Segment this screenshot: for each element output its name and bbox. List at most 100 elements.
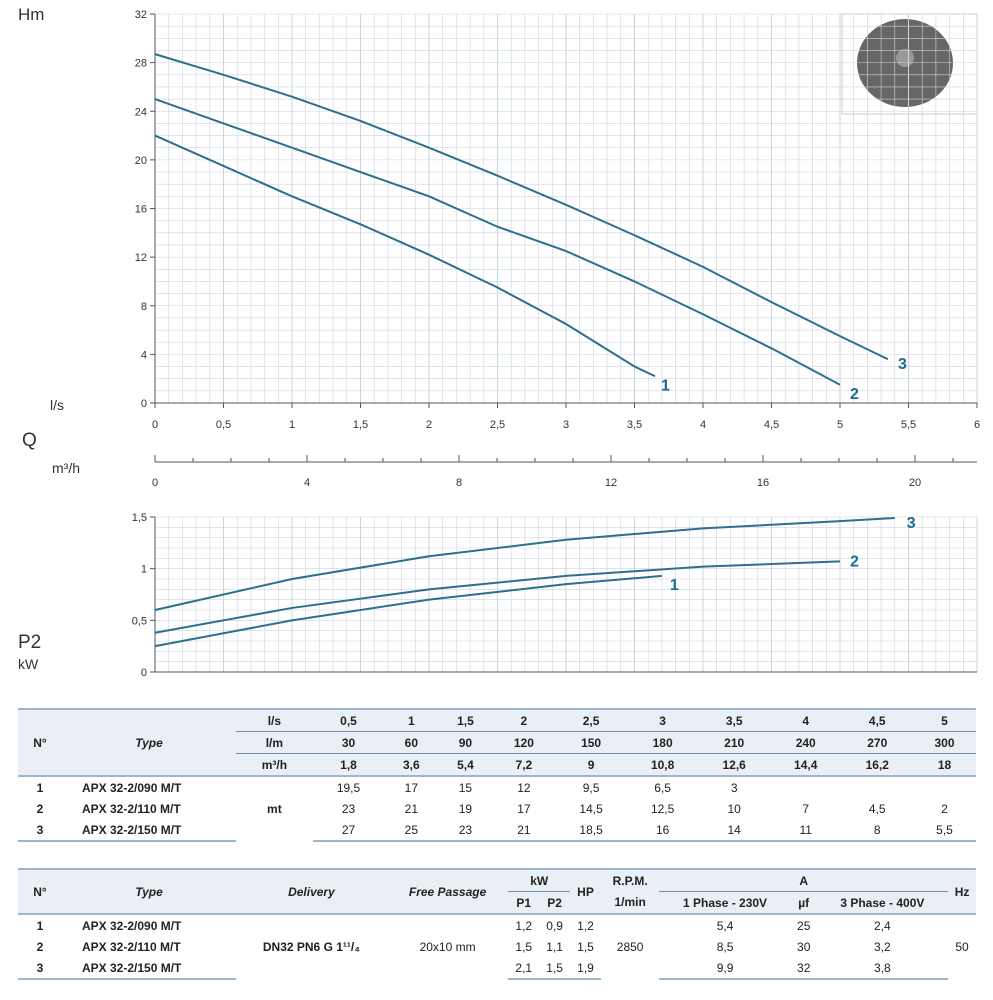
flow-lm-cell: 30 bbox=[312, 731, 385, 754]
h-axis-label: Hm bbox=[18, 5, 45, 24]
curve-label-1: 1 bbox=[670, 577, 679, 594]
capacitor-uf: 25 bbox=[790, 913, 817, 936]
flow-lm-cell: 240 bbox=[769, 731, 842, 754]
head-value: 19 bbox=[458, 801, 473, 816]
curve-3 bbox=[154, 53, 889, 361]
curve-label-1: 1 bbox=[661, 377, 670, 394]
amp-3phase: 2,4 bbox=[816, 913, 949, 936]
head-value: 6,5 bbox=[626, 775, 699, 798]
unit-ls: l/s bbox=[236, 708, 313, 732]
p1-value: 1,2 bbox=[508, 913, 540, 936]
col-p1: P1 bbox=[516, 895, 532, 910]
col-a: A bbox=[659, 868, 949, 892]
flow-ls-cell: 1,5 bbox=[438, 708, 493, 732]
head-value: 25 bbox=[384, 819, 439, 842]
hp-value: 1,2 bbox=[570, 913, 601, 936]
head-value: 17 bbox=[384, 775, 439, 798]
amp-1phase: 8,5 bbox=[716, 939, 734, 954]
col-rpm-unit: 1/min bbox=[614, 895, 646, 910]
col-3phase: 3 Phase - 400V bbox=[840, 895, 925, 910]
y-tick-label: 8 bbox=[141, 301, 147, 313]
head-value: 5,5 bbox=[913, 819, 976, 842]
row-number: 1 bbox=[18, 913, 62, 936]
head-value: 15 bbox=[438, 775, 493, 798]
flow-lm-cell: 270 bbox=[841, 731, 914, 754]
flow-m3h-cell: 3,6 bbox=[402, 757, 420, 772]
head-value: 16 bbox=[626, 819, 699, 842]
rpm: 2850 bbox=[600, 913, 660, 979]
curve-label-3: 3 bbox=[907, 515, 916, 532]
m3h-tick-label: 0 bbox=[152, 477, 158, 489]
capacitor-uf: 30 bbox=[797, 939, 811, 954]
m3h-tick-label: 4 bbox=[304, 477, 310, 489]
ls-unit-label: l/s bbox=[50, 397, 64, 413]
flow-m3h-cell: 10,8 bbox=[650, 757, 675, 772]
flow-m3h-cell: 9 bbox=[587, 757, 595, 772]
y-tick-label: 1 bbox=[141, 564, 147, 576]
head-value: 11 bbox=[769, 819, 842, 842]
head-value: 18,5 bbox=[555, 819, 627, 842]
head-value: 2 bbox=[941, 801, 948, 816]
flow-ls-cell: 2 bbox=[492, 708, 556, 732]
head-value: 7 bbox=[802, 801, 810, 816]
flow-lm-cell: 60 bbox=[384, 731, 439, 754]
flow-ls-cell: 4,5 bbox=[841, 708, 914, 732]
head-value: 4,5 bbox=[868, 801, 886, 816]
x-tick-label: 1,5 bbox=[353, 419, 368, 431]
q-label: Q bbox=[22, 430, 37, 451]
head-value: 12,5 bbox=[650, 801, 675, 816]
hp-value: 1,9 bbox=[570, 957, 601, 980]
head-value bbox=[841, 775, 914, 798]
hz: 50 bbox=[948, 913, 976, 979]
flow-m3h-cell: 12,6 bbox=[722, 757, 746, 772]
flow-ls-cell: 5 bbox=[913, 708, 976, 732]
p2-value: 1,1 bbox=[546, 939, 563, 954]
flow-ls-cell: 3,5 bbox=[698, 708, 770, 732]
y-tick-label: 0,5 bbox=[132, 615, 147, 627]
head-table: N° Type l/s 0,5 1 1,5 2 2,5 3 3,5 4 4,5 5 l/m 30 60 90 1… bbox=[18, 708, 976, 842]
pump-type: APX 32-2/110 M/T bbox=[82, 801, 181, 816]
y-tick-label: 1,5 bbox=[132, 512, 147, 524]
spec-table: N° Type Delivery Free Passage kW HP R.P.… bbox=[18, 868, 976, 980]
head-value: 17 bbox=[517, 801, 531, 816]
head-value: 23 bbox=[438, 819, 493, 842]
col-n: N° bbox=[18, 868, 62, 914]
m3h-tick-label: 16 bbox=[757, 477, 769, 489]
head-value: 23 bbox=[341, 801, 356, 816]
p2-value: 1,5 bbox=[539, 957, 571, 980]
x-tick-label: 2,5 bbox=[490, 419, 505, 431]
x-tick-label: 3,5 bbox=[627, 419, 642, 431]
col-1phase: 1 Phase - 230V bbox=[683, 895, 768, 910]
y-tick-label: 28 bbox=[135, 58, 147, 70]
flow-lm-cell: 90 bbox=[438, 731, 493, 754]
delivery: DN32 PN6 G 1¹¹/₄ bbox=[236, 913, 387, 979]
flow-ls-cell: 3 bbox=[626, 708, 699, 732]
head-value: 3 bbox=[698, 775, 770, 798]
flow-m3h-cell: 1,8 bbox=[340, 757, 357, 772]
x-tick-label: 6 bbox=[974, 419, 980, 431]
y-tick-label: 0 bbox=[141, 398, 147, 410]
row-number: 3 bbox=[18, 957, 62, 980]
col-type: Type bbox=[62, 868, 236, 914]
flow-m3h-cell: 18 bbox=[937, 757, 952, 772]
pump-type: APX 32-2/090 M/T bbox=[62, 775, 236, 798]
col-free-passage: Free Passage bbox=[386, 868, 509, 914]
col-kw: kW bbox=[508, 868, 571, 892]
curve-2 bbox=[154, 560, 841, 634]
curve-label-3: 3 bbox=[898, 356, 907, 373]
kw-label: kW bbox=[18, 656, 39, 672]
head-value: 21 bbox=[492, 819, 556, 842]
row-number: 2 bbox=[36, 939, 44, 954]
x-tick-label: 1 bbox=[289, 419, 295, 431]
flow-m3h-cell: 7,2 bbox=[515, 757, 533, 772]
head-value bbox=[769, 775, 842, 798]
head-value: 21 bbox=[404, 801, 418, 816]
curve-2 bbox=[154, 98, 841, 386]
pump-type: APX 32-2/090 M/T bbox=[62, 913, 236, 936]
col-type: Type bbox=[62, 708, 236, 776]
head-value: 19,5 bbox=[312, 775, 385, 798]
pump-type: APX 32-2/150 M/T bbox=[62, 957, 236, 980]
col-uf: µf bbox=[798, 895, 810, 910]
m3h-unit-label: m³/h bbox=[52, 460, 80, 476]
